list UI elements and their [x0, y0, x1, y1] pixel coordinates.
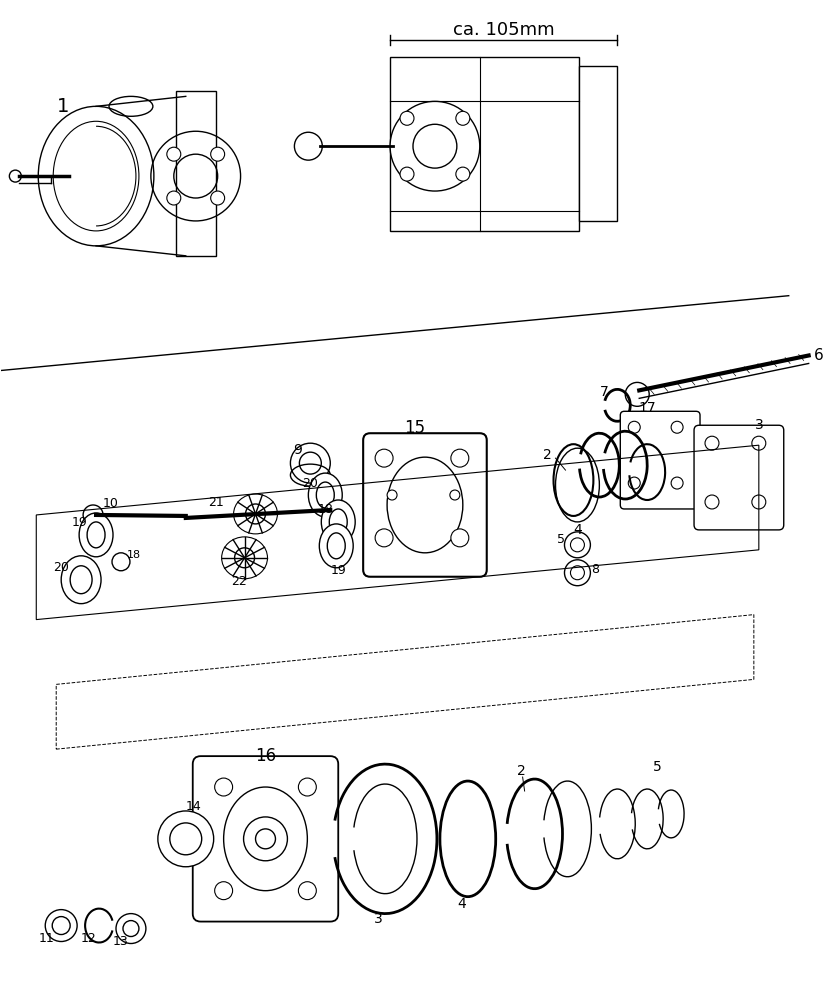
Circle shape — [400, 111, 414, 125]
Circle shape — [450, 490, 460, 500]
Circle shape — [298, 778, 316, 796]
Circle shape — [671, 477, 683, 489]
Circle shape — [166, 191, 180, 205]
Circle shape — [375, 449, 393, 467]
Circle shape — [451, 529, 469, 547]
Text: 14: 14 — [186, 800, 202, 813]
Circle shape — [9, 170, 21, 182]
Circle shape — [451, 449, 469, 467]
Text: 11: 11 — [39, 932, 54, 945]
Text: 10: 10 — [103, 497, 119, 510]
Ellipse shape — [390, 101, 480, 191]
Circle shape — [705, 495, 719, 509]
Circle shape — [456, 167, 470, 181]
Circle shape — [112, 553, 130, 571]
Text: 4: 4 — [457, 897, 466, 911]
Circle shape — [456, 111, 470, 125]
Text: 21: 21 — [208, 496, 223, 509]
Circle shape — [671, 421, 683, 433]
Text: 20: 20 — [54, 561, 69, 574]
Circle shape — [211, 191, 225, 205]
Text: 8: 8 — [592, 563, 599, 576]
FancyBboxPatch shape — [694, 425, 784, 530]
Ellipse shape — [61, 556, 101, 604]
Ellipse shape — [308, 473, 342, 517]
FancyBboxPatch shape — [363, 433, 487, 577]
Circle shape — [298, 882, 316, 900]
Ellipse shape — [564, 560, 591, 586]
Text: 22: 22 — [231, 575, 246, 588]
Text: 5: 5 — [653, 760, 662, 774]
Circle shape — [628, 421, 640, 433]
FancyBboxPatch shape — [620, 411, 700, 509]
Bar — [579, 66, 617, 221]
Text: 3: 3 — [374, 912, 382, 926]
Ellipse shape — [290, 443, 330, 483]
Ellipse shape — [554, 444, 593, 516]
Ellipse shape — [79, 513, 113, 557]
Circle shape — [628, 477, 640, 489]
Text: 3: 3 — [755, 418, 763, 432]
Circle shape — [215, 882, 232, 900]
Ellipse shape — [223, 787, 307, 891]
Ellipse shape — [564, 532, 591, 558]
Circle shape — [400, 167, 414, 181]
Bar — [390, 57, 579, 231]
FancyBboxPatch shape — [193, 756, 338, 922]
Circle shape — [705, 436, 719, 450]
Ellipse shape — [413, 124, 456, 168]
Text: 18: 18 — [127, 550, 141, 560]
Circle shape — [387, 490, 397, 500]
Text: 1: 1 — [57, 97, 69, 116]
Circle shape — [45, 910, 77, 942]
Ellipse shape — [116, 914, 146, 943]
Text: 7: 7 — [600, 385, 609, 399]
Text: 19: 19 — [71, 516, 87, 529]
Circle shape — [751, 495, 765, 509]
Ellipse shape — [320, 524, 353, 568]
Text: 2: 2 — [543, 448, 552, 462]
Ellipse shape — [440, 781, 496, 897]
Ellipse shape — [321, 500, 355, 544]
Text: 19: 19 — [330, 564, 346, 577]
Circle shape — [294, 132, 322, 160]
Circle shape — [751, 436, 765, 450]
Text: ca. 105mm: ca. 105mm — [453, 21, 555, 39]
Circle shape — [215, 778, 232, 796]
Text: 12: 12 — [80, 932, 96, 945]
Circle shape — [83, 505, 103, 525]
Circle shape — [625, 382, 649, 406]
Text: 17: 17 — [639, 401, 656, 415]
Text: 20: 20 — [302, 477, 318, 490]
Ellipse shape — [158, 811, 213, 867]
Text: 9: 9 — [293, 443, 302, 457]
Text: 13: 13 — [113, 935, 129, 948]
Text: 16: 16 — [255, 747, 276, 765]
Circle shape — [375, 529, 393, 547]
Text: 2: 2 — [517, 764, 526, 778]
Bar — [176, 91, 216, 256]
Text: 4: 4 — [573, 523, 582, 537]
Circle shape — [211, 147, 225, 161]
Text: 18: 18 — [317, 503, 333, 516]
Text: 5: 5 — [558, 533, 565, 546]
Text: 15: 15 — [405, 419, 425, 437]
Circle shape — [166, 147, 180, 161]
Ellipse shape — [38, 106, 154, 246]
Text: 6: 6 — [814, 348, 823, 363]
